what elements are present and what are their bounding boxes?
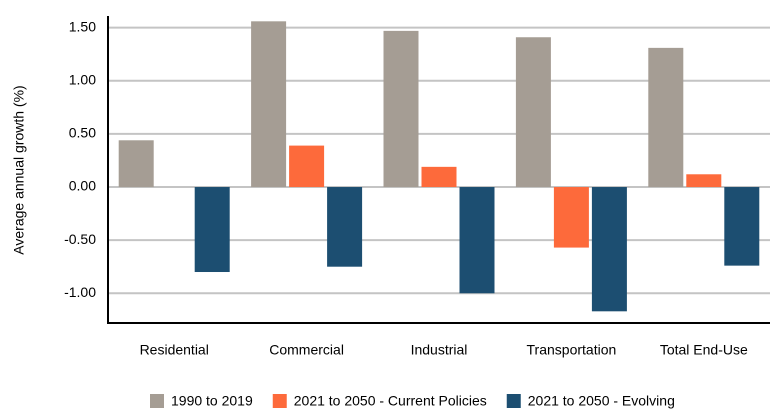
y-tick-label: 1.50: [69, 18, 96, 34]
bar: [251, 21, 287, 188]
bar: [724, 187, 760, 266]
bar: [553, 187, 589, 248]
legend-swatch: [272, 394, 287, 408]
x-tick-label: Transportation: [527, 342, 617, 358]
legend-swatch: [506, 394, 521, 408]
bar: [421, 166, 457, 188]
legend-label: 2021 to 2050 - Current Policies: [294, 393, 487, 409]
x-tick-label: Residential: [140, 342, 209, 358]
bar: [383, 30, 419, 188]
x-tick-label: Commercial: [269, 342, 344, 358]
y-axis-label: Average annual growth (%): [11, 85, 27, 254]
bar: [515, 37, 551, 188]
y-tick-label: 1.00: [69, 72, 96, 88]
bar: [591, 187, 627, 312]
bar: [327, 187, 363, 267]
y-tick-label: 0.50: [69, 125, 96, 141]
x-tick-label: Industrial: [411, 342, 468, 358]
y-tick-label: -1.00: [64, 284, 96, 300]
legend-label: 2021 to 2050 - Evolving: [528, 393, 675, 409]
x-tick-label: Total End-Use: [660, 342, 748, 358]
legend-label: 1990 to 2019: [171, 393, 253, 409]
bar: [118, 140, 154, 188]
bar: [459, 187, 495, 294]
y-tick-label: 0.00: [69, 178, 96, 194]
bar: [194, 187, 230, 273]
bar: [648, 47, 684, 188]
y-tick-label: -0.50: [64, 231, 96, 247]
legend-swatch: [150, 394, 164, 408]
bar: [289, 145, 325, 188]
bar: [686, 174, 722, 188]
